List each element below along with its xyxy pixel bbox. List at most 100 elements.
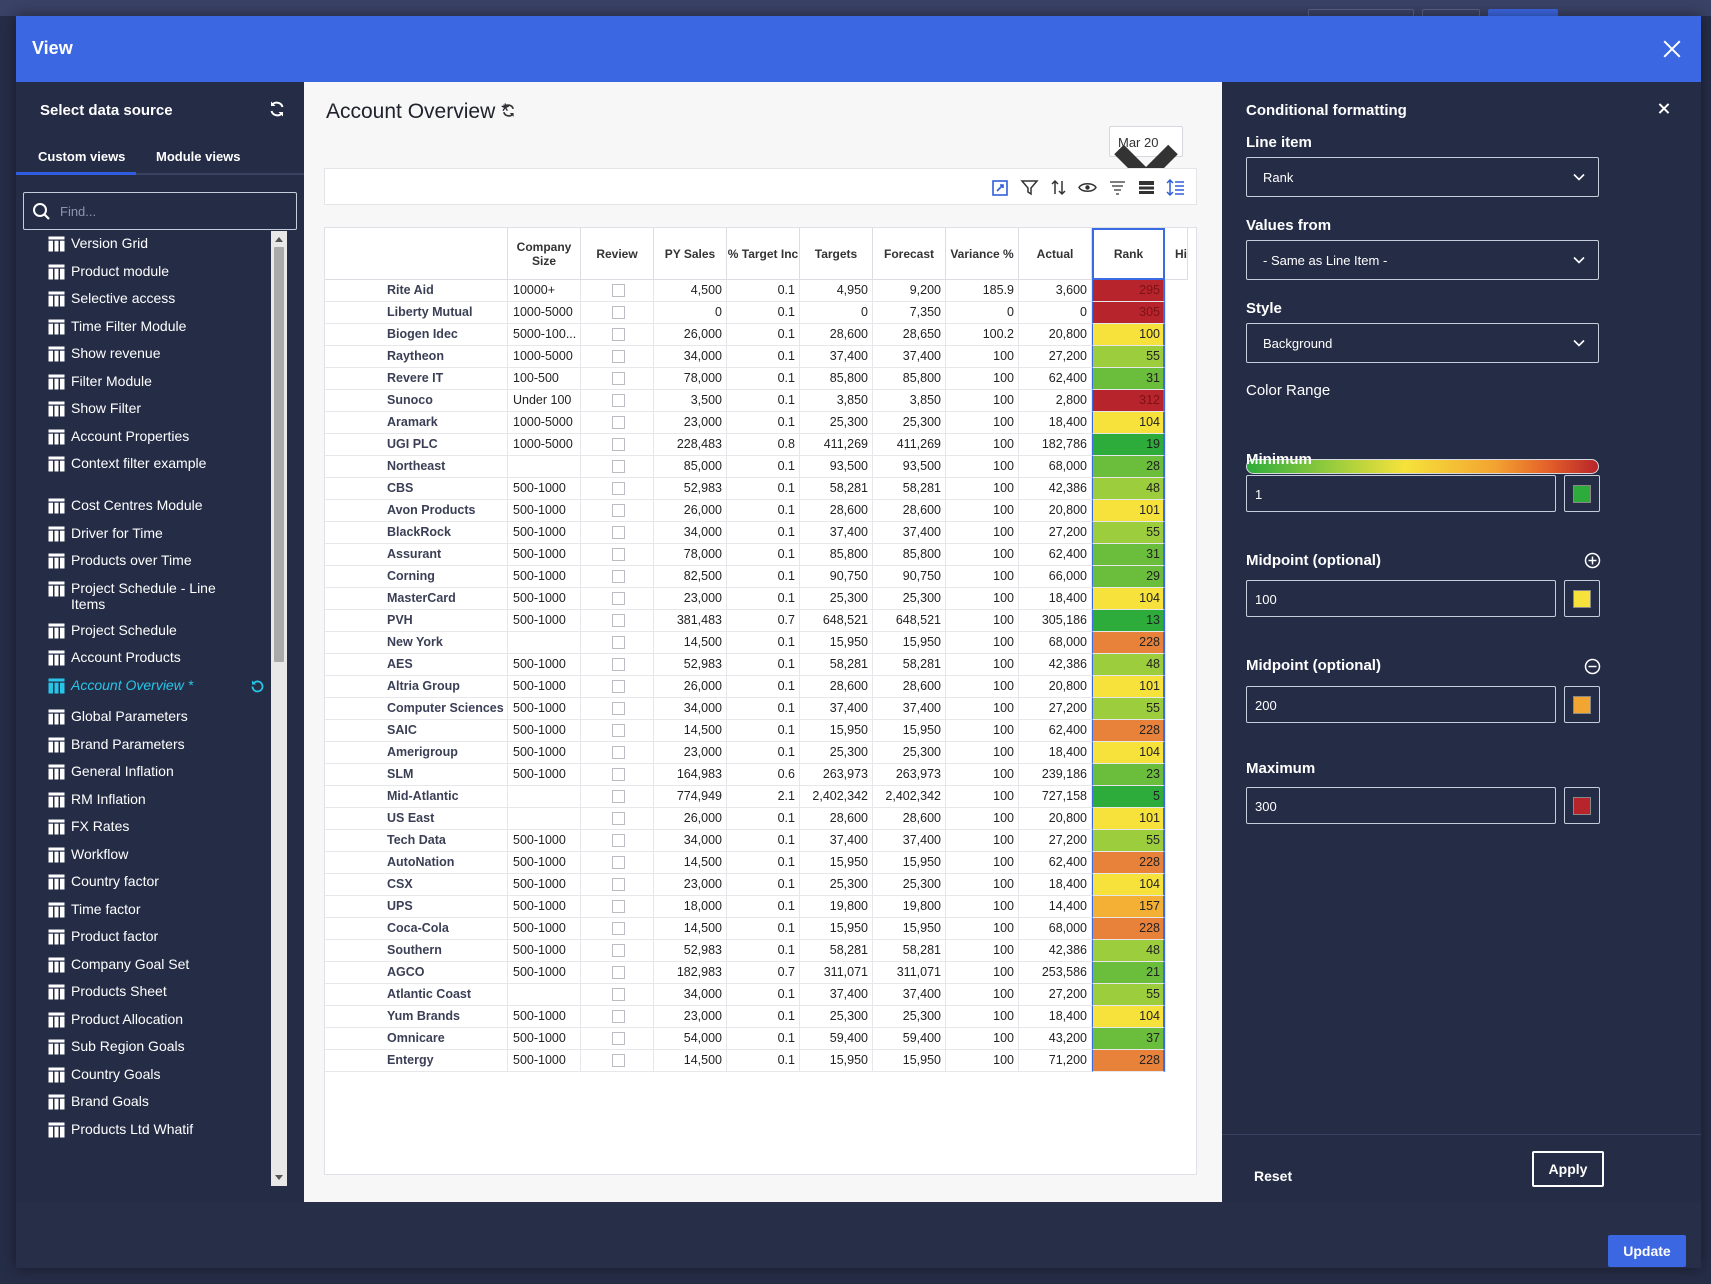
cell-rank[interactable]: 55 — [1092, 522, 1165, 544]
cell-variance[interactable]: 100 — [946, 852, 1019, 874]
refresh-icon[interactable] — [267, 99, 287, 119]
review-checkbox[interactable] — [612, 614, 625, 627]
cell-company-size[interactable]: 500-1000 — [508, 654, 581, 676]
review-checkbox[interactable] — [612, 1032, 625, 1045]
cell-variance[interactable]: 100 — [946, 368, 1019, 390]
cell-target-inc[interactable]: 0.1 — [727, 698, 800, 720]
cell-variance[interactable]: 100 — [946, 588, 1019, 610]
view-list-item[interactable]: FX Rates — [48, 818, 236, 835]
cell-review[interactable] — [581, 302, 654, 324]
cell-targets[interactable]: 37,400 — [800, 830, 873, 852]
cell-targets[interactable]: 37,400 — [800, 698, 873, 720]
cell-company-size[interactable]: 500-1000 — [508, 764, 581, 786]
cell-target-inc[interactable]: 0.1 — [727, 874, 800, 896]
cell-variance[interactable]: 100 — [946, 830, 1019, 852]
cell-targets[interactable]: 90,750 — [800, 566, 873, 588]
cell-actual[interactable]: 62,400 — [1019, 368, 1092, 390]
cell-py-sales[interactable]: 0 — [654, 302, 727, 324]
cell-hi[interactable] — [1165, 742, 1166, 764]
cell-forecast[interactable]: 37,400 — [873, 346, 946, 368]
cell-review[interactable] — [581, 940, 654, 962]
cell-review[interactable] — [581, 412, 654, 434]
review-checkbox[interactable] — [612, 570, 625, 583]
cell-company-size[interactable]: 500-1000 — [508, 588, 581, 610]
cell-variance[interactable]: 100 — [946, 1028, 1019, 1050]
cell-rank[interactable]: 23 — [1092, 764, 1165, 786]
column-header[interactable]: Rank — [1092, 228, 1165, 280]
cell-actual[interactable]: 20,800 — [1019, 324, 1092, 346]
midpoint-2-color-picker[interactable] — [1564, 686, 1600, 723]
cell-hi[interactable] — [1165, 698, 1166, 720]
view-list-item[interactable]: Brand Goals — [48, 1093, 236, 1110]
scroll-up-arrow-icon[interactable] — [275, 237, 283, 242]
review-checkbox[interactable] — [612, 416, 625, 429]
minimum-input[interactable]: 1 — [1246, 475, 1556, 512]
view-list-item[interactable]: Context filter example — [48, 455, 236, 472]
cell-review[interactable] — [581, 764, 654, 786]
cell-variance[interactable]: 100 — [946, 742, 1019, 764]
review-checkbox[interactable] — [612, 790, 625, 803]
cell-py-sales[interactable]: 381,483 — [654, 610, 727, 632]
review-checkbox[interactable] — [612, 878, 625, 891]
cell-py-sales[interactable]: 4,500 — [654, 280, 727, 302]
cell-hi[interactable] — [1165, 918, 1166, 940]
eye-icon[interactable] — [1078, 178, 1097, 197]
cell-actual[interactable]: 20,800 — [1019, 676, 1092, 698]
cell-targets[interactable]: 4,950 — [800, 280, 873, 302]
review-checkbox[interactable] — [612, 680, 625, 693]
cell-actual[interactable]: 253,586 — [1019, 962, 1092, 984]
tab-module-views[interactable]: Module views — [156, 149, 241, 164]
view-list-item[interactable]: Workflow — [48, 846, 236, 863]
review-checkbox[interactable] — [612, 636, 625, 649]
cell-company-size[interactable] — [508, 786, 581, 808]
view-list-item[interactable]: Company Goal Set — [48, 956, 236, 973]
cell-company-size[interactable]: 1000-5000 — [508, 302, 581, 324]
search-input[interactable] — [60, 193, 290, 229]
cell-review[interactable] — [581, 434, 654, 456]
cell-forecast[interactable]: 15,950 — [873, 720, 946, 742]
review-checkbox[interactable] — [612, 438, 625, 451]
cell-variance[interactable]: 100 — [946, 940, 1019, 962]
cell-variance[interactable]: 100 — [946, 412, 1019, 434]
cell-forecast[interactable]: 648,521 — [873, 610, 946, 632]
midpoint-1-input[interactable]: 100 — [1246, 580, 1556, 617]
column-header[interactable]: Review — [581, 228, 654, 280]
cell-target-inc[interactable]: 0.1 — [727, 1050, 800, 1072]
cell-rank[interactable]: 157 — [1092, 896, 1165, 918]
cell-actual[interactable]: 68,000 — [1019, 456, 1092, 478]
cell-hi[interactable] — [1165, 302, 1166, 324]
review-checkbox[interactable] — [612, 504, 625, 517]
review-checkbox[interactable] — [612, 1054, 625, 1067]
cell-variance[interactable]: 100 — [946, 500, 1019, 522]
cell-hi[interactable] — [1165, 940, 1166, 962]
cell-review[interactable] — [581, 610, 654, 632]
cell-variance[interactable]: 185.9 — [946, 280, 1019, 302]
cell-py-sales[interactable]: 34,000 — [654, 698, 727, 720]
cell-variance[interactable]: 100 — [946, 632, 1019, 654]
cell-target-inc[interactable]: 0.1 — [727, 544, 800, 566]
cell-py-sales[interactable]: 164,983 — [654, 764, 727, 786]
cell-review[interactable] — [581, 742, 654, 764]
cell-hi[interactable] — [1165, 808, 1166, 830]
cell-forecast[interactable]: 93,500 — [873, 456, 946, 478]
cell-targets[interactable]: 37,400 — [800, 984, 873, 1006]
cell-rank[interactable]: 55 — [1092, 830, 1165, 852]
cell-rank[interactable]: 28 — [1092, 456, 1165, 478]
view-list-item[interactable]: Account Overview * — [48, 677, 264, 694]
midpoint-1-color-picker[interactable] — [1564, 580, 1600, 617]
cell-review[interactable] — [581, 280, 654, 302]
cell-targets[interactable]: 25,300 — [800, 1006, 873, 1028]
cell-target-inc[interactable]: 0.1 — [727, 720, 800, 742]
cell-review[interactable] — [581, 874, 654, 896]
cell-rank[interactable]: 228 — [1092, 632, 1165, 654]
cell-review[interactable] — [581, 676, 654, 698]
cell-review[interactable] — [581, 852, 654, 874]
cell-forecast[interactable]: 2,402,342 — [873, 786, 946, 808]
cell-forecast[interactable]: 15,950 — [873, 1050, 946, 1072]
cell-py-sales[interactable]: 78,000 — [654, 368, 727, 390]
cell-target-inc[interactable]: 0.8 — [727, 434, 800, 456]
cell-py-sales[interactable]: 34,000 — [654, 984, 727, 1006]
cell-review[interactable] — [581, 984, 654, 1006]
cell-rank[interactable]: 100 — [1092, 324, 1165, 346]
view-list-item[interactable]: Country Goals — [48, 1066, 236, 1083]
